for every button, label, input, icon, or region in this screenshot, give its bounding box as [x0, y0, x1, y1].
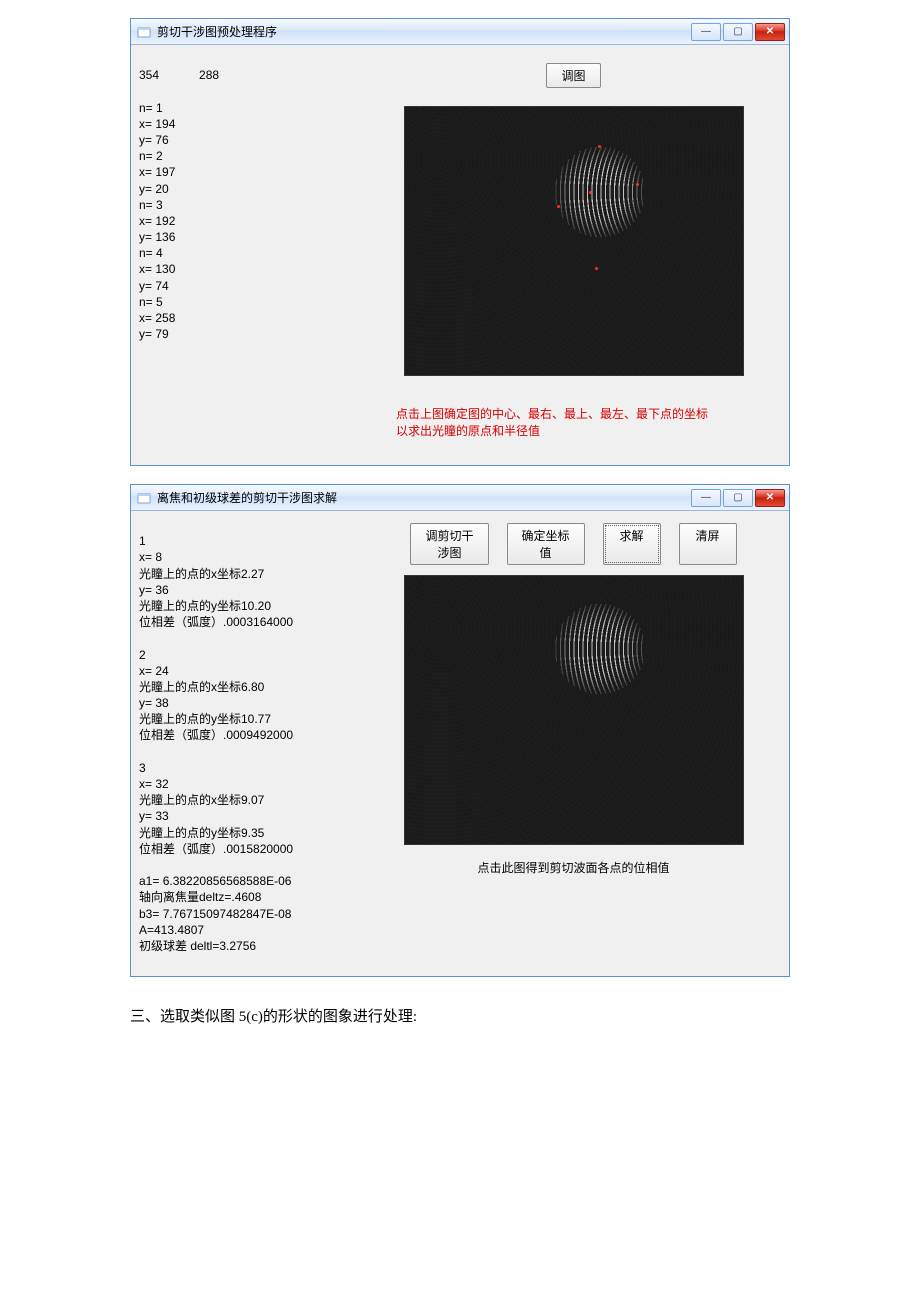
window-title-1: 剪切干涉图预处理程序	[157, 23, 689, 40]
window-controls-2: — ▢ ✕	[689, 489, 785, 507]
window-solve: 离焦和初级球差的剪切干涉图求解 — ▢ ✕ 1 x= 8 光瞳上的点的x坐标2.…	[130, 484, 790, 977]
marker-dot	[636, 183, 639, 186]
clear-button[interactable]: 清屏	[679, 523, 737, 565]
marker-dot	[557, 205, 560, 208]
marker-dot	[595, 267, 598, 270]
instruction-text-2: 点击此图得到剪切波面各点的位相值	[366, 859, 781, 876]
close-button[interactable]: ✕	[755, 23, 785, 41]
instruction-text-1: 点击上图确定图的中心、最右、最上、最左、最下点的坐标 以求出光瞳的原点和半径值	[366, 406, 781, 441]
maximize-button[interactable]: ▢	[723, 489, 753, 507]
fringe-pattern	[555, 147, 645, 237]
dim-b: 288	[199, 67, 219, 83]
titlebar-2[interactable]: 离焦和初级球差的剪切干涉图求解 — ▢ ✕	[131, 485, 789, 511]
load-shear-button[interactable]: 调剪切干 涉图	[410, 523, 488, 565]
interferogram-image-1[interactable]	[404, 106, 744, 376]
app-icon	[137, 25, 151, 39]
minimize-button[interactable]: —	[691, 23, 721, 41]
minimize-button[interactable]: —	[691, 489, 721, 507]
titlebar-1[interactable]: 剪切干涉图预处理程序 — ▢ ✕	[131, 19, 789, 45]
fringe-pattern	[555, 604, 645, 694]
window-controls-1: — ▢ ✕	[689, 23, 785, 41]
document-text: 三、选取类似图 5(c)的形状的图象进行处理:	[130, 1005, 790, 1026]
maximize-button[interactable]: ▢	[723, 23, 753, 41]
interferogram-image-2[interactable]	[404, 575, 744, 845]
confirm-coord-button[interactable]: 确定坐标 值	[507, 523, 585, 565]
window-preprocess: 剪切干涉图预处理程序 — ▢ ✕ 354 288 n= 1 x= 194 y= …	[130, 18, 790, 466]
window-title-2: 离焦和初级球差的剪切干涉图求解	[157, 489, 689, 506]
coord-readout-1: n= 1 x= 194 y= 76 n= 2 x= 197 y= 20 n= 3…	[139, 100, 358, 343]
load-image-button[interactable]: 调图	[546, 63, 600, 88]
readout-panel-2: 1 x= 8 光瞳上的点的x坐标2.27 y= 36 光瞳上的点的y坐标10.2…	[131, 511, 366, 976]
readout-panel-1: 354 288 n= 1 x= 194 y= 76 n= 2 x= 197 y=…	[131, 45, 366, 465]
marker-dot	[589, 191, 592, 194]
solve-button[interactable]: 求解	[603, 523, 661, 565]
app-icon	[137, 491, 151, 505]
solution-readout: 1 x= 8 光瞳上的点的x坐标2.27 y= 36 光瞳上的点的y坐标10.2…	[139, 533, 358, 954]
close-button[interactable]: ✕	[755, 489, 785, 507]
marker-dot	[598, 145, 601, 148]
dim-a: 354	[139, 67, 159, 83]
